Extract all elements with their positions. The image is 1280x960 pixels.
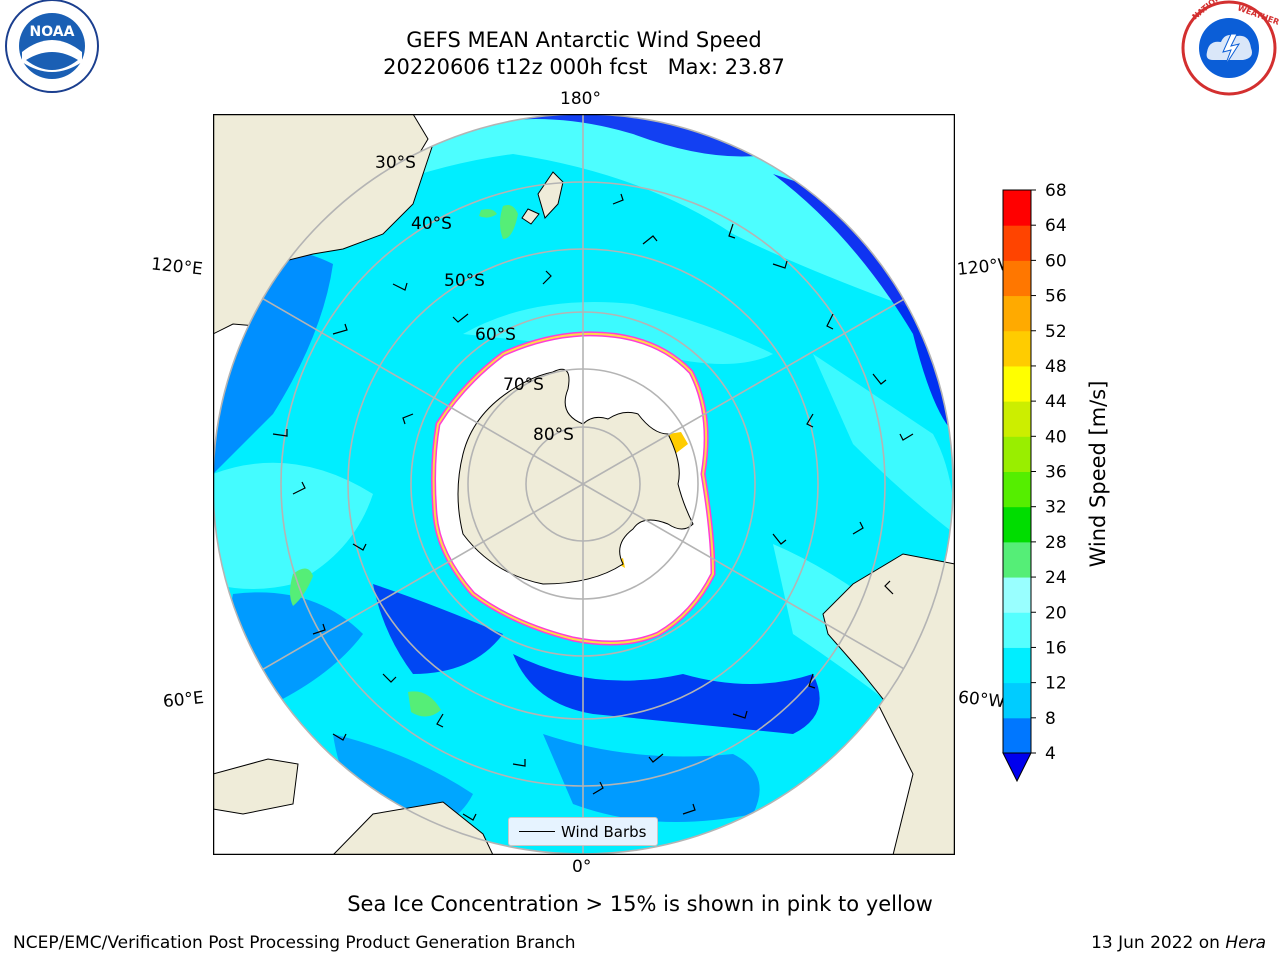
lat-label-80s: 80°S [533,425,574,445]
lat-label-60s: 60°S [475,325,516,345]
colorbar-tick-label: 36 [1045,463,1067,483]
wind-speed-colorbar: 4 8 12 16 20 24 28 32 36 40 44 48 52 56 60 64 68 [995,180,1095,800]
lat-label-40s: 40°S [411,214,452,234]
colorbar-segment [1003,436,1031,472]
colorbar-extend-min [1002,752,1032,783]
lon-label-120e: 120°E [150,254,204,280]
colorbar-tick-label: 60 [1045,251,1067,271]
legend-label: Wind Barbs [561,823,647,841]
colorbar-tick-label: 44 [1045,392,1067,412]
colorbar-tick-label: 28 [1045,533,1067,553]
noaa-logo: NOAA [0,0,104,100]
wind-barbs-legend: Wind Barbs [508,817,658,846]
colorbar-segment [1003,260,1031,297]
colorbar-tick-label: 40 [1045,427,1067,447]
colorbar-tick-label: 4 [1045,744,1056,764]
latitude-labels: 30°S 40°S 50°S 60°S 70°S 80°S [375,153,574,445]
polar-map: 30°S 40°S 50°S 60°S 70°S 80°S Wind Barbs [213,114,955,855]
polar-map-canvas: 30°S 40°S 50°S 60°S 70°S 80°S [213,114,955,855]
figure-subtitle: 20220606 t12z 000h fcst Max: 23.87 [383,55,785,79]
colorbar-segment [1003,330,1031,367]
colorbar-tick-label: 16 [1045,638,1067,658]
colorbar-segment [1003,577,1031,613]
colorbar-tick-label: 56 [1045,287,1067,307]
colorbar-segment [1003,612,1031,648]
noaa-logo-icon: NOAA [5,0,99,93]
footer-date-text: 13 Jun 2022 on [1091,933,1226,953]
figure-title: GEFS MEAN Antarctic Wind Speed [406,28,762,52]
colorbar-tick-label: 68 [1045,181,1067,201]
colorbar-segment [1003,682,1031,719]
footer-credit: NCEP/EMC/Verification Post Processing Pr… [13,933,576,953]
sea-ice-note: Sea Ice Concentration > 15% is shown in … [347,892,933,916]
colorbar-segment [1003,717,1031,754]
colorbar-tick-label: 12 [1045,674,1067,694]
colorbar-segment [1003,295,1031,332]
colorbar-tick-label: 24 [1045,568,1067,588]
lon-label-180: 180° [560,89,601,109]
footer-host: Hera [1225,933,1266,953]
wind-barbs [272,193,914,821]
lon-label-0: 0° [572,857,592,877]
nws-logo-icon: NATIONAL WEATHER [1181,0,1280,96]
nws-logo: NATIONAL WEATHER [1177,0,1280,100]
lat-label-70s: 70°S [503,375,544,395]
lon-label-60e: 60°E [162,687,205,713]
colorbar-tick-label: 32 [1045,498,1067,518]
lat-label-30s: 30°S [375,153,416,173]
colorbar-label: Wind Speed [m/s] [1086,380,1110,568]
colorbar-segment [1003,190,1031,226]
colorbar-tick-label: 8 [1045,709,1056,729]
colorbar-segment [1003,471,1031,508]
svg-text:NOAA: NOAA [30,24,75,40]
colorbar-segment [1003,647,1031,684]
map-border [213,114,955,855]
colorbar-segment [1003,506,1031,543]
colorbar-segment [1003,401,1031,437]
colorbar-segment [1003,225,1031,261]
graticule [213,114,953,854]
colorbar-tick-label: 48 [1045,357,1067,377]
colorbar-tick-label: 20 [1045,603,1067,623]
footer-date: 13 Jun 2022 on Hera [1091,932,1266,954]
colorbar-segment [1003,541,1031,578]
legend-line-swatch [519,831,555,832]
colorbar-tick-label: 52 [1045,322,1067,342]
colorbar-segment [1003,365,1031,402]
antarctica [457,368,694,585]
colorbar-tick-label: 64 [1045,216,1067,236]
lat-label-50s: 50°S [444,271,485,291]
